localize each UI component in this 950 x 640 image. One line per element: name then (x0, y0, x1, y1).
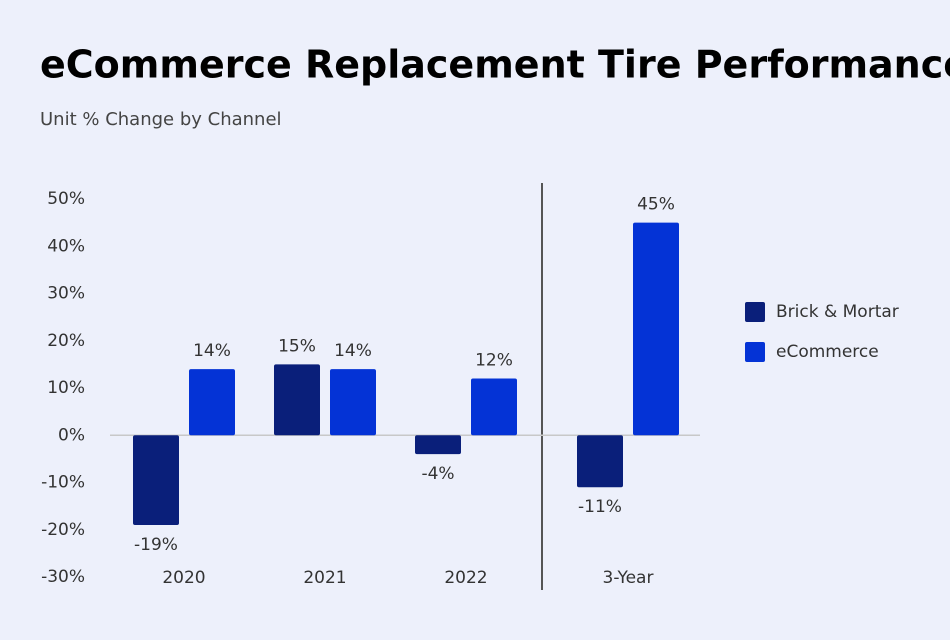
bar (330, 369, 376, 436)
bar (274, 364, 320, 436)
y-tick-label: 40% (47, 236, 85, 256)
bar (633, 222, 679, 436)
y-tick-label: 10% (47, 378, 85, 398)
data-label: 12% (475, 351, 513, 371)
data-label: -11% (578, 497, 622, 517)
data-label: -19% (134, 535, 178, 555)
data-label: 45% (637, 195, 675, 215)
y-tick-label: 20% (47, 331, 85, 351)
x-tick-label: 2020 (162, 568, 205, 588)
legend-swatch (745, 342, 765, 362)
x-tick-label: 2021 (303, 568, 346, 588)
bar (471, 378, 517, 436)
y-tick-label: 50% (47, 189, 85, 209)
y-tick-label: 0% (58, 425, 85, 445)
data-label: 14% (193, 341, 231, 361)
legend-label: eCommerce (776, 342, 879, 362)
x-tick-label: 2022 (444, 568, 487, 588)
chart-subtitle: Unit % Change by Channel (40, 109, 282, 130)
data-label: 14% (334, 341, 372, 361)
data-label: -4% (421, 464, 454, 484)
y-tick-label: 30% (47, 284, 85, 304)
bar (415, 435, 461, 455)
bar (189, 369, 235, 436)
y-tick-label: -10% (41, 473, 85, 493)
chart-title: eCommerce Replacement Tire Performance (40, 43, 950, 87)
legend-swatch (745, 302, 765, 322)
x-tick-label: 3-Year (603, 568, 654, 588)
legend-label: Brick & Mortar (776, 302, 899, 322)
y-tick-label: -30% (41, 567, 85, 587)
y-tick-label: -20% (41, 520, 85, 540)
bar (133, 435, 179, 526)
bar (577, 435, 623, 488)
data-label: 15% (278, 336, 316, 356)
